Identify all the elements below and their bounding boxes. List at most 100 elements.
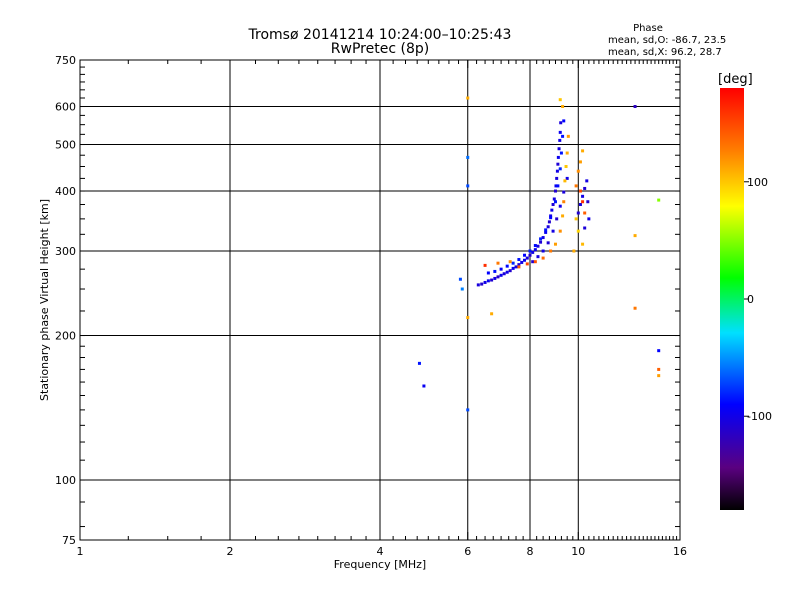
- data-point-x: [633, 234, 637, 238]
- data-point-o: [483, 280, 487, 284]
- data-point-o: [490, 278, 494, 282]
- data-point-x: [508, 260, 512, 264]
- y-tick-label: 200: [55, 330, 76, 343]
- data-point-x: [657, 198, 661, 202]
- data-point-x: [578, 160, 582, 164]
- data-point-o: [559, 121, 563, 125]
- data-point-o: [480, 282, 484, 286]
- data-point-o: [476, 283, 480, 287]
- data-point-o: [520, 260, 524, 264]
- data-point-o: [555, 169, 559, 173]
- data-point-o: [633, 105, 637, 109]
- y-tick-label: 300: [55, 245, 76, 258]
- data-point-x: [564, 164, 568, 168]
- data-point-x: [576, 229, 580, 233]
- data-point-o: [546, 241, 550, 245]
- colorbar: [720, 88, 744, 510]
- data-point-o: [493, 269, 497, 273]
- data-point-o: [555, 176, 559, 180]
- x-tick-label: 4: [377, 545, 384, 558]
- data-point-o: [556, 162, 560, 166]
- data-point-o: [551, 202, 555, 206]
- data-point-o: [541, 236, 545, 240]
- data-point-o: [553, 200, 557, 204]
- data-point-o: [549, 216, 553, 220]
- y-tick-label: 75: [62, 534, 76, 547]
- data-point-o: [493, 276, 497, 280]
- data-point-o: [558, 167, 562, 171]
- data-point-o: [585, 179, 589, 183]
- chart-subtitle: RwPretec (8p): [331, 41, 429, 57]
- phase-stats-o: mean, sd,O: -86.7, 23.5: [608, 35, 726, 46]
- data-point-o: [460, 287, 464, 291]
- data-point-o: [511, 261, 515, 265]
- data-point-o: [556, 184, 560, 188]
- data-point-o: [531, 260, 535, 264]
- data-point-o: [565, 176, 569, 180]
- x-tick-label: 10: [571, 545, 585, 558]
- x-tick-label: 8: [527, 545, 534, 558]
- data-point-x: [583, 211, 587, 215]
- data-point-o: [422, 384, 426, 388]
- data-point-o: [562, 119, 566, 123]
- data-point-o: [554, 184, 558, 188]
- data-point-o: [558, 130, 562, 134]
- data-point-o: [523, 253, 527, 257]
- data-point-o: [536, 255, 540, 259]
- data-point-x: [466, 96, 470, 100]
- data-point-x: [657, 367, 661, 371]
- data-point-x: [553, 242, 557, 246]
- data-point-o: [551, 229, 555, 233]
- data-point-x: [581, 242, 585, 246]
- x-tick-label: 6: [464, 545, 471, 558]
- colorbar-tick-label: 0: [747, 293, 754, 306]
- data-point-x: [581, 149, 585, 153]
- data-point-o: [533, 244, 537, 248]
- data-point-o: [533, 248, 537, 252]
- data-point-o: [552, 197, 556, 201]
- data-point-x: [561, 105, 565, 109]
- y-tick-label: 100: [55, 474, 76, 487]
- data-point-o: [523, 258, 527, 262]
- data-point-o: [576, 211, 580, 215]
- data-point-o: [549, 214, 553, 218]
- data-point-x: [533, 260, 537, 264]
- data-point-o: [517, 263, 521, 267]
- data-point-o: [486, 279, 490, 283]
- data-point-o: [466, 408, 470, 412]
- y-tick-label: 600: [55, 101, 76, 114]
- data-point-x: [490, 312, 494, 316]
- data-point-x: [541, 256, 545, 260]
- data-point-o: [496, 275, 500, 279]
- data-point-x: [574, 217, 578, 221]
- data-point-o: [499, 267, 503, 271]
- data-point-o: [486, 271, 490, 275]
- data-point-o: [556, 155, 560, 159]
- x-tick-label: 2: [227, 545, 234, 558]
- data-point-o: [558, 204, 562, 208]
- data-point-x: [562, 200, 566, 204]
- phase-stats-title: Phase: [633, 23, 663, 34]
- data-point-o: [581, 194, 585, 198]
- plot-frame: [79, 59, 681, 541]
- data-point-o: [514, 265, 518, 269]
- data-point-o: [458, 277, 462, 281]
- data-point-o: [546, 225, 550, 229]
- data-point-o: [417, 361, 421, 365]
- data-point-o: [505, 270, 509, 274]
- y-tick-label: 400: [55, 185, 76, 198]
- data-point-o: [553, 189, 557, 193]
- data-point-o: [583, 226, 587, 230]
- x-axis-label: Frequency [MHz]: [334, 558, 426, 571]
- phase-stats-x: mean, sd,X: 96.2, 28.7: [608, 47, 722, 58]
- data-point-x: [576, 169, 580, 173]
- data-point-x: [496, 261, 500, 265]
- data-point-o: [547, 220, 551, 224]
- data-point-o: [508, 269, 512, 273]
- chart-title: Tromsø 20141214 10:24:00–10:25:43: [248, 27, 512, 43]
- data-point-o: [539, 237, 543, 241]
- data-point-x: [549, 249, 553, 253]
- colorbar-tick-label: -100: [747, 410, 772, 423]
